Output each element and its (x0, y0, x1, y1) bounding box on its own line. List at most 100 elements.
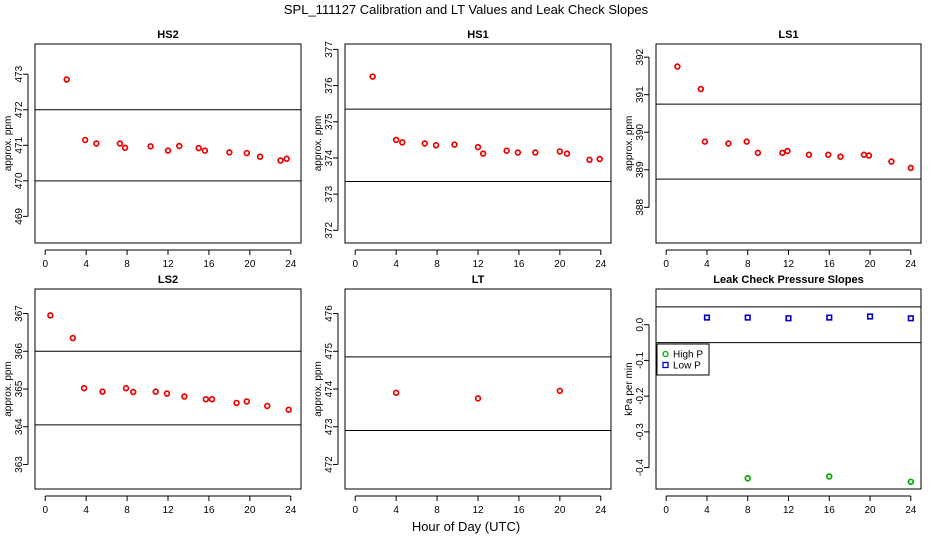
y-tick-label: 473 (324, 418, 335, 435)
data-point-ls1 (697, 85, 705, 93)
x-tick-label: 20 (554, 259, 566, 270)
data-point-lt (474, 395, 482, 402)
y-tick-label: 472 (14, 101, 25, 118)
x-tick-label: 0 (663, 505, 669, 516)
data-point-ls1 (784, 147, 791, 155)
x-axis-title: Hour of Day (UTC) (412, 519, 520, 534)
data-point-hs2 (226, 149, 233, 156)
x-tick-label: 24 (905, 259, 917, 270)
y-tick-label: 377 (324, 41, 335, 58)
data-point-high-p (744, 475, 751, 482)
data-point-low-p (866, 313, 874, 320)
data-point-lt (392, 389, 400, 397)
data-point-ls2 (47, 312, 54, 319)
y-tick-label: -0.2 (635, 387, 646, 405)
x-tick-label: 4 (393, 259, 399, 270)
data-point-high-p (826, 473, 833, 480)
y-tick-label: 469 (14, 208, 25, 225)
y-axis-label: approx. ppm (3, 116, 14, 172)
x-tick-label: 8 (124, 259, 130, 270)
legend-label: High P (673, 350, 703, 361)
data-point-ls1 (888, 158, 895, 165)
data-point-hs2 (63, 76, 70, 83)
data-point-lt (556, 387, 564, 395)
y-axis-label: kPa per min (624, 362, 635, 415)
x-tick-label: 4 (704, 505, 710, 516)
panel-lt: LT approx. ppm 0 4 8 12 16 20 24 472 473 474 475 476 (313, 274, 612, 516)
x-tick-label: 20 (864, 259, 876, 270)
legend-marker-low-p (662, 361, 669, 369)
y-axis-label: approx. ppm (3, 361, 14, 417)
data-point-hs1 (586, 156, 593, 164)
data-point-hs1 (479, 150, 487, 157)
data-point-ls1 (805, 151, 813, 159)
y-tick-label: -0.3 (635, 423, 646, 441)
y-axis-label: approx. ppm (624, 116, 635, 172)
data-point-ls1 (754, 149, 762, 157)
data-point-ls1 (865, 152, 873, 159)
data-point-ls1 (674, 63, 681, 70)
data-point-hs2 (195, 144, 202, 152)
x-tick-label: 8 (745, 259, 751, 270)
data-point-hs2 (277, 157, 284, 164)
data-point-ls2 (122, 384, 130, 392)
panel-hs1: HS1 approx. ppm 0 4 8 12 16 20 24 372 373 374 375 376… (313, 29, 612, 270)
data-point-hs1 (503, 147, 510, 154)
y-tick-label: 389 (635, 161, 646, 178)
data-point-low-p (744, 314, 751, 321)
x-tick-label: 8 (434, 505, 440, 516)
x-tick-label: 24 (595, 505, 607, 516)
x-tick-label: 12 (472, 505, 484, 516)
data-point-hs1 (514, 149, 522, 156)
data-point-ls1 (743, 138, 750, 145)
data-point-hs1 (421, 140, 429, 147)
y-tick-label: 373 (324, 185, 335, 202)
data-point-ls2 (80, 384, 88, 392)
plot-frame (344, 43, 612, 244)
data-point-ls2 (243, 398, 251, 405)
y-tick-label: 472 (324, 456, 335, 473)
y-tick-label: 376 (324, 77, 335, 94)
data-point-ls1 (907, 164, 915, 172)
y-tick-label: 392 (635, 48, 646, 65)
data-point-hs2 (81, 136, 89, 144)
panel-title: Leak Check Pressure Slopes (713, 274, 863, 286)
panel-leak-check: Leak Check Pressure Slopes kPa per min 0 4 8… (624, 274, 922, 516)
data-point-hs2 (243, 149, 251, 157)
x-tick-label: 0 (663, 259, 669, 270)
y-tick-label: 388 (635, 199, 646, 216)
data-point-hs1 (563, 150, 571, 157)
x-tick-label: 8 (745, 505, 751, 516)
x-tick-label: 24 (285, 505, 297, 516)
data-point-ls2 (263, 402, 271, 410)
data-point-ls1 (701, 138, 709, 145)
x-tick-label: 20 (864, 505, 876, 516)
y-tick-label: 375 (324, 113, 335, 130)
data-point-ls2 (202, 395, 210, 403)
data-point-hs1 (432, 142, 440, 149)
data-point-ls2 (152, 388, 159, 395)
x-tick-label: 12 (783, 259, 795, 270)
data-point-hs2 (116, 140, 124, 147)
panel-title: LS2 (158, 274, 178, 286)
data-point-hs1 (556, 148, 564, 155)
data-point-ls2 (233, 399, 240, 407)
y-tick-label: 391 (635, 86, 646, 103)
data-point-high-p (907, 478, 915, 486)
figure-title: SPL_111127 Calibration and LT Values and… (284, 2, 649, 17)
x-tick-label: 4 (83, 505, 89, 516)
data-point-low-p (826, 314, 833, 321)
panel-title: HS1 (467, 29, 488, 41)
data-point-ls2 (69, 334, 77, 342)
x-tick-label: 16 (203, 505, 215, 516)
x-tick-label: 0 (42, 505, 48, 516)
x-tick-label: 16 (513, 505, 525, 516)
data-point-ls2 (163, 390, 171, 397)
x-tick-label: 16 (824, 505, 836, 516)
legend-box (656, 343, 710, 376)
panel-title: LT (472, 274, 485, 286)
data-point-ls1 (837, 153, 844, 160)
x-tick-label: 16 (203, 259, 215, 270)
data-point-hs1 (399, 139, 406, 146)
